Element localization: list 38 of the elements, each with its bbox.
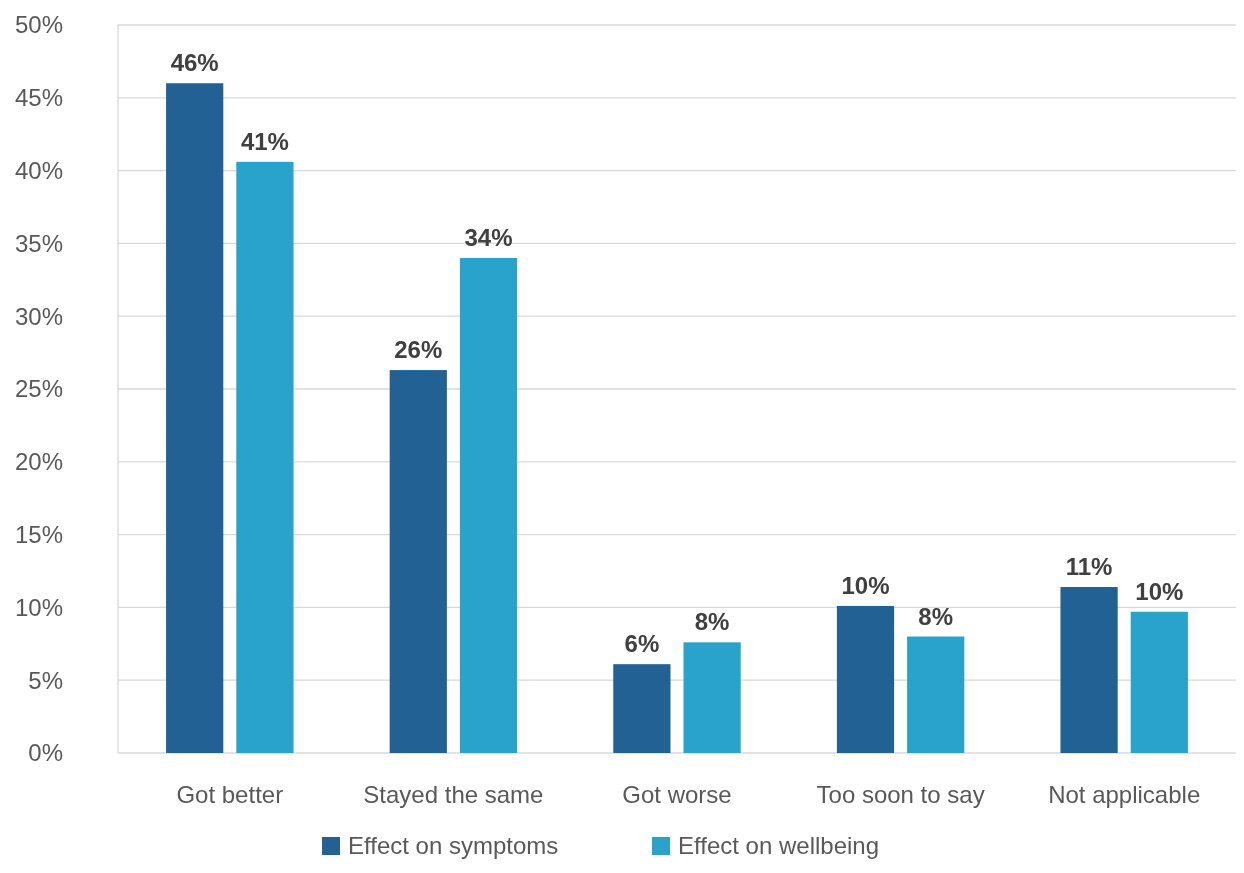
x-tick-label: Too soon to say (816, 781, 985, 808)
x-tick-label: Got better (176, 781, 284, 808)
data-label: 10% (1135, 577, 1184, 605)
y-tick-label: 45% (14, 84, 63, 112)
bar (683, 642, 741, 753)
x-tick-label: Got worse (622, 781, 732, 808)
data-label: 41% (240, 127, 289, 155)
y-tick-label: 10% (14, 593, 63, 621)
y-tick-label: 20% (14, 448, 63, 476)
bar (389, 370, 447, 753)
y-tick-label: 50% (14, 11, 63, 39)
y-tick-label: 35% (14, 229, 63, 257)
x-tick-label: Stayed the same (363, 781, 544, 808)
bar (836, 605, 895, 753)
bar (613, 664, 671, 753)
bar (166, 83, 224, 753)
y-tick-label: 25% (14, 375, 63, 403)
y-tick-label: 15% (14, 521, 63, 548)
legend-label: Effect on symptoms (348, 832, 559, 860)
x-tick-label: Not applicable (1048, 781, 1201, 808)
data-label: 46% (170, 49, 219, 77)
bar (907, 636, 965, 753)
y-tick-label: 5% (28, 666, 63, 694)
bar (1060, 587, 1118, 753)
bar (459, 257, 518, 753)
bar (1130, 611, 1188, 753)
data-label: 26% (394, 336, 443, 364)
y-tick-label: 0% (28, 739, 63, 767)
data-label: 8% (918, 602, 954, 630)
data-label: 6% (624, 630, 660, 658)
data-label: 10% (841, 571, 890, 599)
y-tick-label: 30% (14, 302, 63, 330)
bar (236, 161, 294, 753)
legend-label: Effect on wellbeing (678, 832, 880, 860)
data-label: 8% (694, 608, 730, 636)
data-label: 34% (464, 223, 513, 251)
data-label: 11% (1065, 553, 1113, 581)
y-tick-label: 40% (14, 157, 63, 184)
